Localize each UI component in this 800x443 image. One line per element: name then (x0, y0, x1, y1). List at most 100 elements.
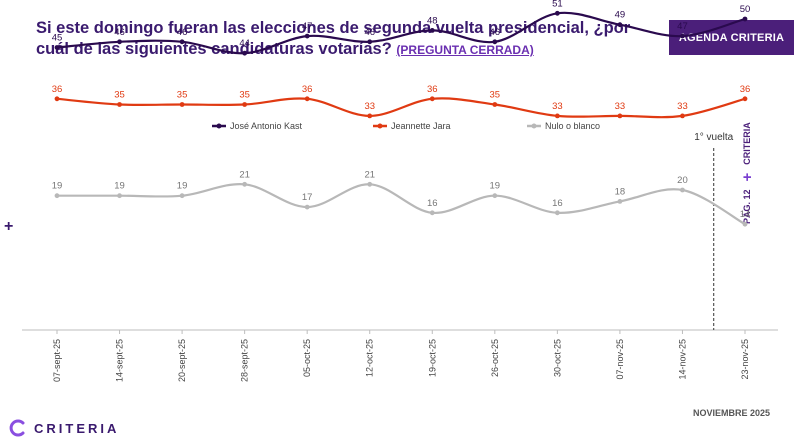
data-label: 33 (552, 101, 563, 112)
data-label: 19 (490, 181, 501, 192)
data-point (54, 45, 60, 50)
legend-label: José Antonio Kast (230, 121, 303, 131)
data-point (54, 96, 60, 102)
first-round-label: 1° vuelta (694, 132, 733, 143)
x-tick-label: 19-oct-25 (427, 339, 437, 377)
data-label: 46 (114, 27, 125, 38)
data-label: 21 (364, 169, 375, 180)
x-tick-label: 07-nov-25 (615, 339, 625, 380)
data-point (742, 16, 748, 22)
data-point (117, 39, 122, 45)
data-point (367, 113, 373, 119)
data-label: 44 (239, 38, 250, 49)
data-point (179, 39, 185, 45)
data-label: 46 (364, 27, 375, 38)
data-point (680, 113, 685, 119)
footer-logo-text: CRITERIA (34, 420, 120, 436)
data-point (367, 181, 373, 187)
x-tick-label: 26-oct-25 (490, 339, 500, 377)
x-tick-label: 30-oct-25 (552, 339, 562, 377)
data-label: 51 (552, 0, 563, 9)
data-point (554, 113, 560, 119)
legend-marker (377, 123, 383, 129)
footer-date: NOVIEMBRE 2025 (693, 408, 771, 418)
data-label: 36 (52, 84, 63, 95)
data-point (492, 193, 498, 199)
data-label: 16 (552, 198, 563, 209)
data-label: 33 (677, 101, 688, 112)
series-line (56, 97, 746, 119)
series-line (56, 183, 746, 226)
data-label: 33 (615, 101, 626, 112)
data-point (429, 210, 435, 216)
data-point (242, 102, 248, 107)
data-label: 47 (302, 21, 313, 32)
data-point (429, 28, 435, 33)
data-label: 18 (615, 186, 626, 197)
data-point (742, 221, 748, 227)
data-label: 19 (52, 181, 63, 192)
criteria-logo-icon (9, 419, 25, 437)
data-point (304, 204, 310, 210)
data-label: 50 (740, 4, 751, 15)
data-label: 17 (302, 192, 313, 203)
data-point (242, 181, 248, 187)
data-point (117, 102, 122, 107)
data-point (742, 96, 748, 102)
x-tick-label: 07-sept-25 (52, 339, 62, 382)
data-point (179, 102, 185, 107)
data-point (617, 22, 623, 28)
data-point (117, 193, 122, 199)
data-label: 35 (114, 90, 125, 101)
data-point (367, 39, 373, 45)
legend-marker (531, 123, 537, 129)
data-label: 19 (114, 181, 125, 192)
data-label: 35 (490, 90, 501, 101)
x-tick-label: 14-nov-25 (677, 339, 687, 380)
x-tick-label: 05-oct-25 (302, 339, 312, 377)
data-label: 33 (364, 101, 375, 112)
data-label: 48 (427, 15, 438, 26)
data-point (554, 10, 560, 16)
agenda-criteria-badge: AGENDA CRITERIA (669, 20, 794, 55)
data-point (680, 187, 685, 193)
series-line (56, 11, 746, 55)
data-point (304, 96, 310, 102)
x-tick-label: 12-oct-25 (365, 339, 375, 377)
data-point (179, 193, 185, 199)
x-tick-label: 20-sept-25 (177, 339, 187, 382)
data-point (680, 33, 685, 39)
data-label: 19 (177, 181, 188, 192)
data-point (617, 199, 623, 204)
data-label: 35 (239, 90, 250, 101)
data-label: 16 (427, 198, 438, 209)
x-tick-label: 28-sept-25 (240, 339, 250, 382)
legend-label: Jeannette Jara (391, 121, 451, 131)
data-label: 45 (52, 33, 63, 44)
data-point (242, 50, 248, 56)
legend-marker (216, 123, 222, 129)
data-label: 14 (740, 209, 751, 220)
x-tick-label: 14-sept-25 (115, 339, 125, 382)
data-label: 46 (490, 27, 501, 38)
data-point (429, 96, 435, 102)
data-point (304, 33, 310, 39)
data-label: 36 (740, 84, 751, 95)
data-point (554, 210, 560, 216)
data-point (492, 102, 498, 107)
data-label: 47 (677, 21, 688, 32)
x-tick-label: 23-nov-25 (740, 339, 750, 380)
data-point (54, 193, 60, 199)
data-label: 46 (177, 27, 188, 38)
data-label: 21 (239, 169, 250, 180)
data-label: 20 (677, 175, 688, 186)
data-label: 35 (177, 90, 188, 101)
data-label: 36 (427, 84, 438, 95)
question-tag: (PREGUNTA CERRADA) (396, 43, 534, 57)
data-point (492, 39, 498, 45)
criteria-logo: CRITERIA (8, 418, 119, 438)
legend-label: Nulo o blanco (545, 121, 600, 131)
data-label: 36 (302, 84, 313, 95)
plus-icon: + (4, 218, 14, 235)
